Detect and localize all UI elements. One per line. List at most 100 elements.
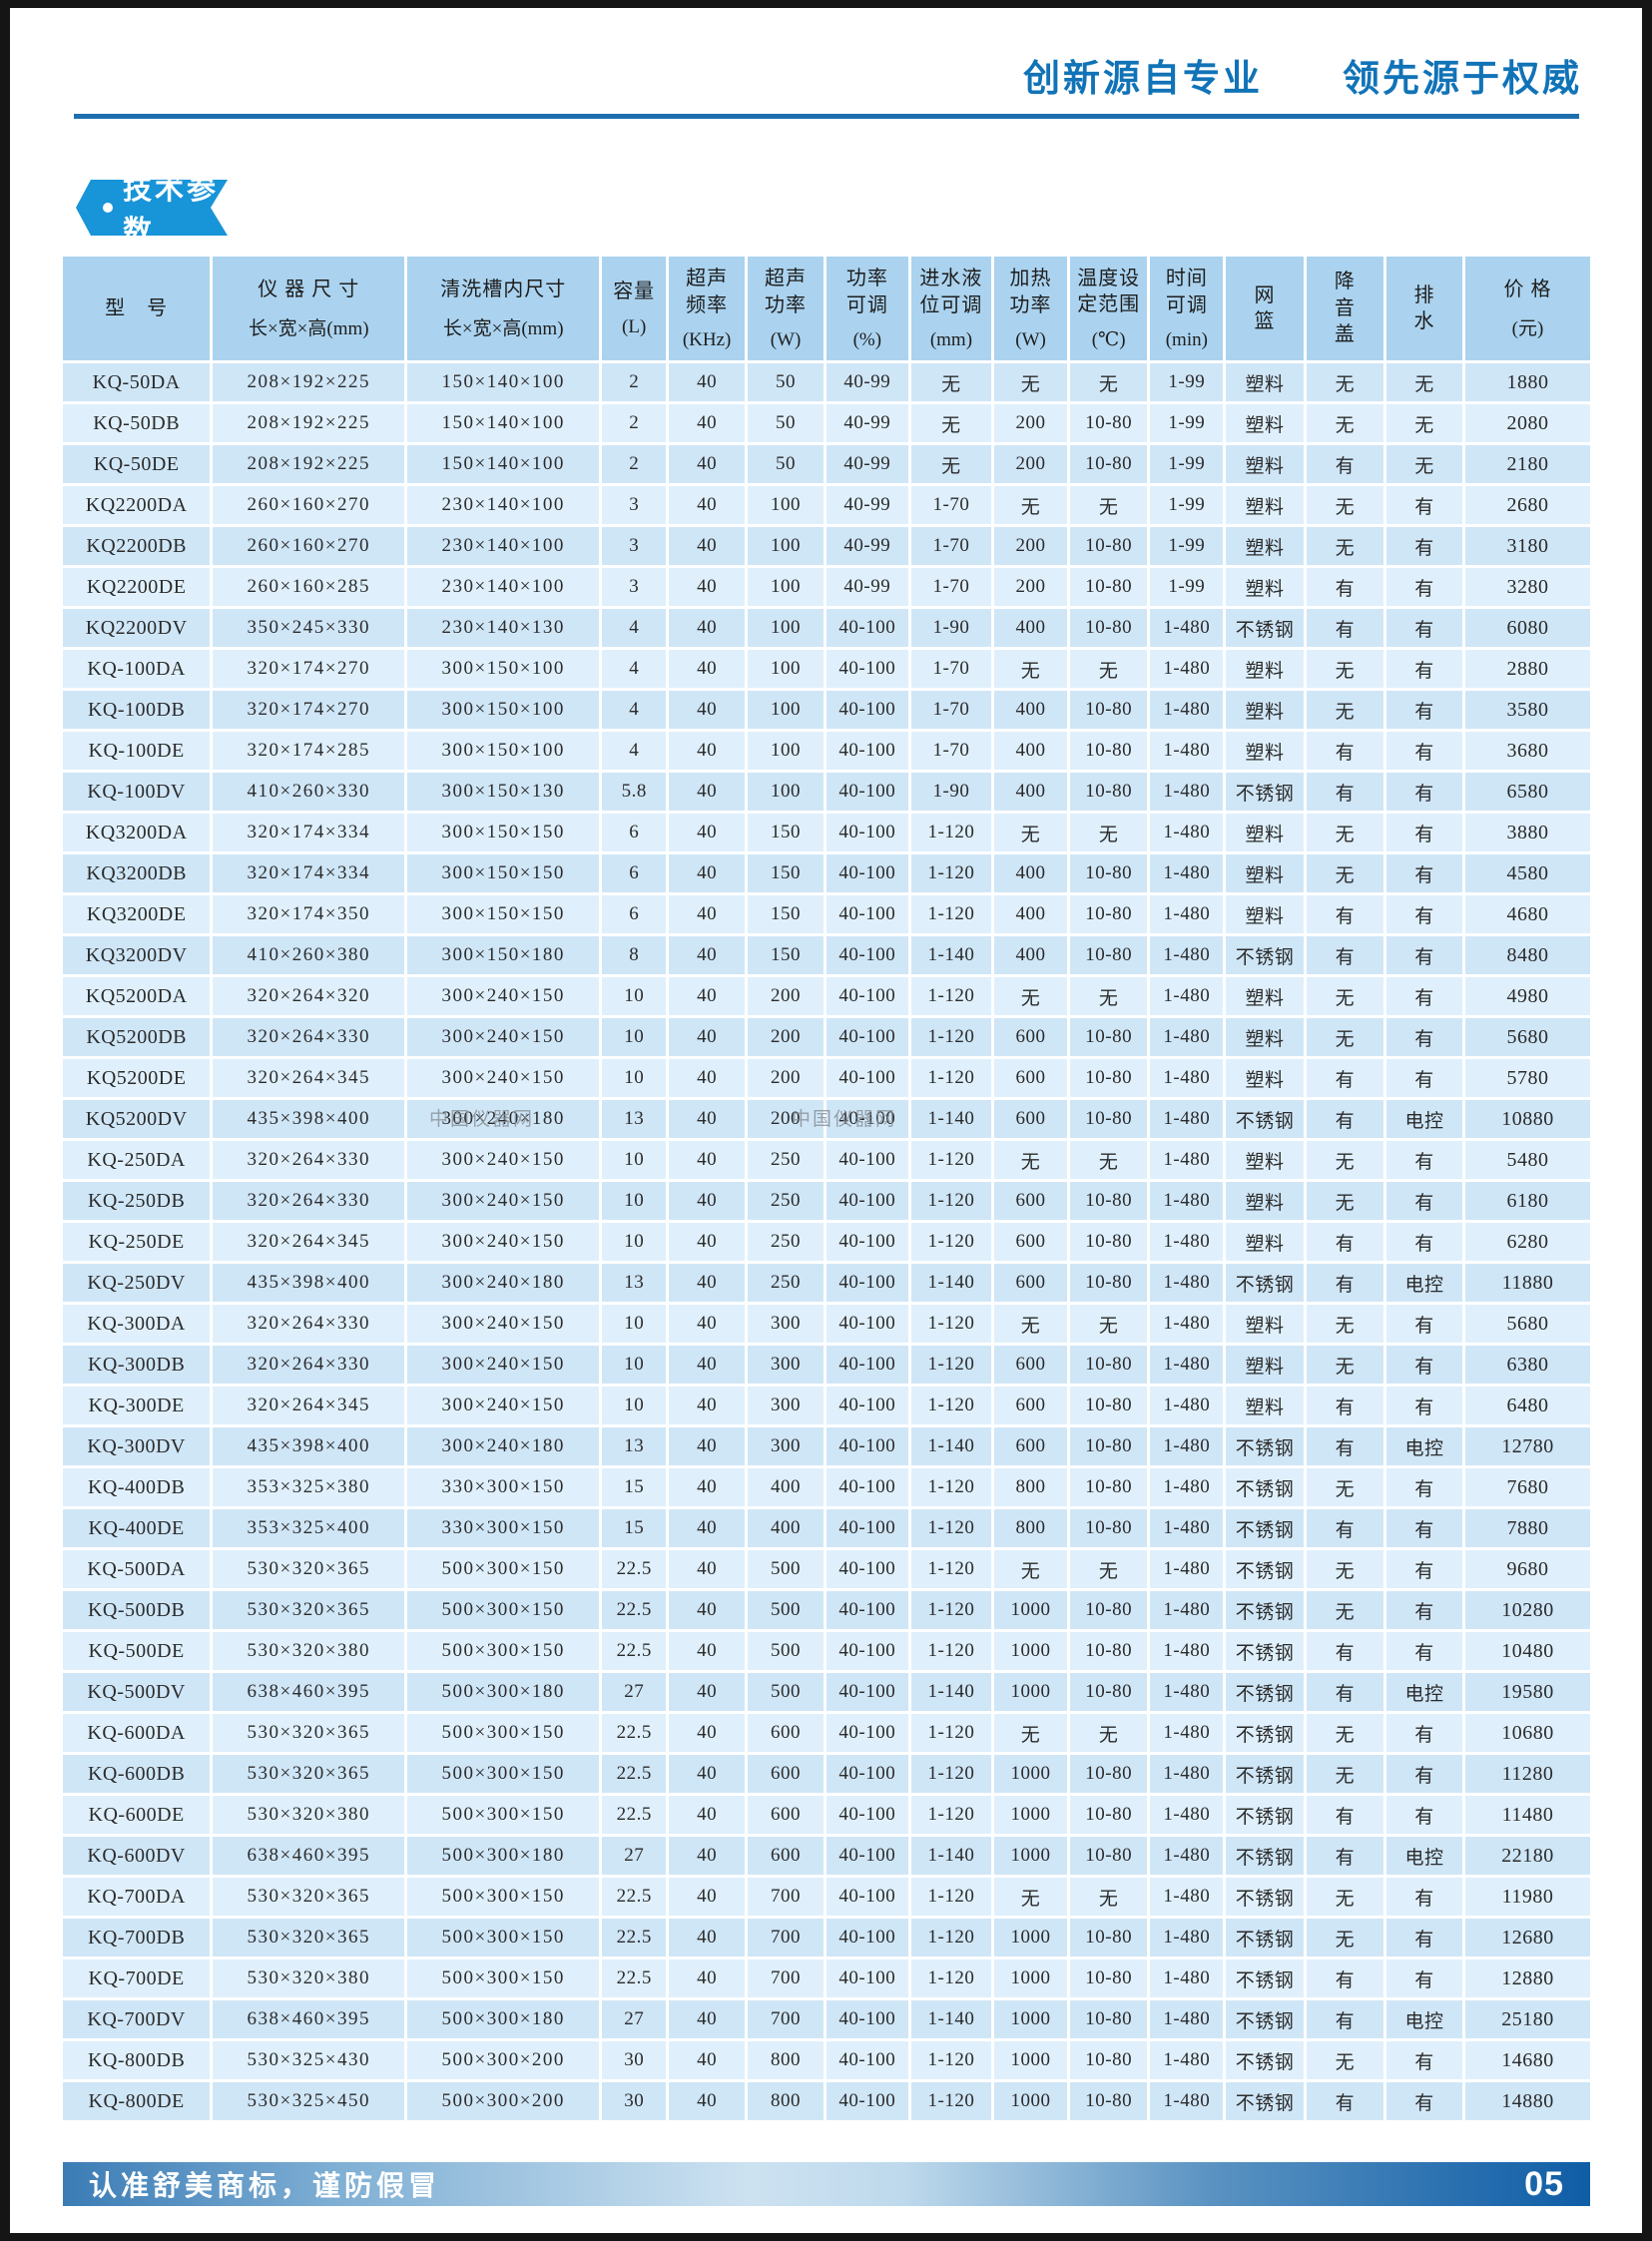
cell-capacity: 13 — [602, 1100, 667, 1138]
cell-us-frequency: 40 — [669, 1387, 746, 1424]
cell-device-size: 410×260×380 — [213, 936, 405, 974]
table-row: KQ-100DV 410×260×330 300×150×130 5.8 40 100 40… — [63, 773, 1590, 811]
cell-drain: 无 — [1386, 404, 1462, 442]
cell-drain: 有 — [1386, 1468, 1462, 1506]
cell-device-size: 530×320×365 — [213, 1919, 405, 1957]
col-header-time-adjust: 时间 可调 (min) — [1150, 257, 1224, 360]
cell-temp-range: 10-80 — [1070, 1919, 1148, 1957]
cell-capacity: 10 — [602, 1018, 667, 1056]
cell-us-power: 100 — [748, 691, 824, 729]
cell-noise-cover: 无 — [1306, 814, 1384, 851]
cell-model: KQ-100DA — [63, 650, 211, 688]
table-row: KQ-400DE 353×325×400 330×300×150 15 40 400 40-… — [63, 1509, 1590, 1547]
cell-noise-cover: 有 — [1306, 773, 1384, 811]
section-title: 技术参数 — [123, 174, 220, 248]
cell-heat-power: 600 — [994, 1100, 1067, 1138]
table-row: KQ-300DE 320×264×345 300×240×150 10 40 300 40-… — [63, 1387, 1590, 1424]
cell-tank-size: 500×300×200 — [407, 2082, 600, 2120]
cell-tank-size: 300×240×150 — [407, 1018, 600, 1056]
cell-heat-power: 200 — [994, 404, 1067, 442]
cell-drain: 有 — [1386, 773, 1462, 811]
cell-drain: 无 — [1386, 445, 1462, 483]
cell-time-adjust: 1-480 — [1150, 691, 1224, 729]
cell-tank-size: 500×300×150 — [407, 1632, 600, 1670]
cell-model: KQ-700DB — [63, 1919, 211, 1957]
cell-capacity: 5.8 — [602, 773, 667, 811]
cell-capacity: 2 — [602, 404, 667, 442]
cell-heat-power: 600 — [994, 1427, 1067, 1465]
cell-basket: 塑料 — [1226, 854, 1304, 892]
table-row: KQ-800DB 530×325×430 500×300×200 30 40 800 40-… — [63, 2041, 1590, 2079]
cell-basket: 不锈钢 — [1226, 1550, 1304, 1588]
cell-model: KQ-800DE — [63, 2082, 211, 2120]
cell-time-adjust: 1-480 — [1150, 773, 1224, 811]
cell-us-power: 200 — [748, 1100, 824, 1138]
cell-price: 14880 — [1464, 2082, 1590, 2120]
cell-basket: 不锈钢 — [1226, 2000, 1304, 2038]
cell-drain: 有 — [1386, 1878, 1462, 1916]
cell-noise-cover: 无 — [1306, 1141, 1384, 1179]
cell-basket: 不锈钢 — [1226, 1714, 1304, 1752]
cell-price: 11980 — [1464, 1878, 1590, 1916]
cell-water-level: 1-140 — [910, 1837, 992, 1875]
cell-basket: 不锈钢 — [1226, 1591, 1304, 1629]
cell-us-power: 50 — [748, 445, 824, 483]
cell-time-adjust: 1-480 — [1150, 1264, 1224, 1302]
cell-noise-cover: 有 — [1306, 1100, 1384, 1138]
cell-device-size: 320×264×330 — [213, 1141, 405, 1179]
cell-device-size: 435×398×400 — [213, 1100, 405, 1138]
cell-noise-cover: 无 — [1306, 1714, 1384, 1752]
cell-power-adjust: 40-100 — [826, 1223, 908, 1261]
cell-temp-range: 无 — [1070, 814, 1148, 851]
cell-basket: 不锈钢 — [1226, 1796, 1304, 1834]
table-row: KQ3200DE 320×174×350 300×150×150 6 40 150 40-1… — [63, 895, 1590, 933]
cell-price: 10680 — [1464, 1714, 1590, 1752]
table-row: KQ5200DB 320×264×330 300×240×150 10 40 200 40-… — [63, 1018, 1590, 1056]
cell-temp-range: 10-80 — [1070, 1387, 1148, 1424]
cell-power-adjust: 40-99 — [826, 527, 908, 565]
cell-model: KQ-800DB — [63, 2041, 211, 2079]
table-row: KQ-700DE 530×320×380 500×300×150 22.5 40 700 4… — [63, 1960, 1590, 1997]
table-header-row: 型 号仪 器 尺 寸长×宽×高(mm) 清洗槽内尺寸 长×宽×高(mm) 容量 (L) 超… — [63, 257, 1590, 360]
cell-temp-range: 10-80 — [1070, 1632, 1148, 1670]
cell-model: KQ-500DE — [63, 1632, 211, 1670]
cell-tank-size: 500×300×150 — [407, 1755, 600, 1793]
watermark: 中国仪器网 — [429, 1109, 535, 1130]
cell-basket: 不锈钢 — [1226, 2082, 1304, 2120]
table-row: KQ5200DV 435×398×400 300×240×180 13 40 200 40-… — [63, 1100, 1590, 1138]
cell-heat-power: 400 — [994, 854, 1067, 892]
cell-power-adjust: 40-100 — [826, 650, 908, 688]
cell-us-frequency: 40 — [669, 1305, 746, 1343]
cell-heat-power: 无 — [994, 814, 1067, 851]
cell-tank-size: 230×140×100 — [407, 527, 600, 565]
cell-device-size: 320×264×330 — [213, 1305, 405, 1343]
cell-model: KQ3200DV — [63, 936, 211, 974]
cell-noise-cover: 无 — [1306, 1018, 1384, 1056]
cell-capacity: 22.5 — [602, 1878, 667, 1916]
cell-temp-range: 10-80 — [1070, 568, 1148, 606]
cell-tank-size: 230×140×130 — [407, 609, 600, 647]
cell-time-adjust: 1-99 — [1150, 568, 1224, 606]
cell-capacity: 27 — [602, 1673, 667, 1711]
cell-device-size: 208×192×225 — [213, 445, 405, 483]
cell-time-adjust: 1-480 — [1150, 1468, 1224, 1506]
cell-heat-power: 600 — [994, 1387, 1067, 1424]
cell-tank-size: 500×300×180 — [407, 2000, 600, 2038]
cell-water-level: 1-120 — [910, 854, 992, 892]
cell-water-level: 1-140 — [910, 1264, 992, 1302]
cell-water-level: 1-120 — [910, 1550, 992, 1588]
cell-capacity: 10 — [602, 977, 667, 1015]
cell-power-adjust: 40-99 — [826, 445, 908, 483]
cell-us-power: 250 — [748, 1264, 824, 1302]
cell-power-adjust: 40-100 — [826, 732, 908, 770]
cell-us-frequency: 40 — [669, 1264, 746, 1302]
cell-drain: 有 — [1386, 1182, 1462, 1220]
cell-basket: 塑料 — [1226, 1141, 1304, 1179]
cell-capacity: 10 — [602, 1387, 667, 1424]
cell-us-frequency: 40 — [669, 1018, 746, 1056]
table-row: KQ-800DE 530×325×450 500×300×200 30 40 800 40-… — [63, 2082, 1590, 2120]
cell-us-power: 400 — [748, 1468, 824, 1506]
cell-temp-range: 10-80 — [1070, 1673, 1148, 1711]
cell-noise-cover: 有 — [1306, 1059, 1384, 1097]
cell-time-adjust: 1-480 — [1150, 936, 1224, 974]
